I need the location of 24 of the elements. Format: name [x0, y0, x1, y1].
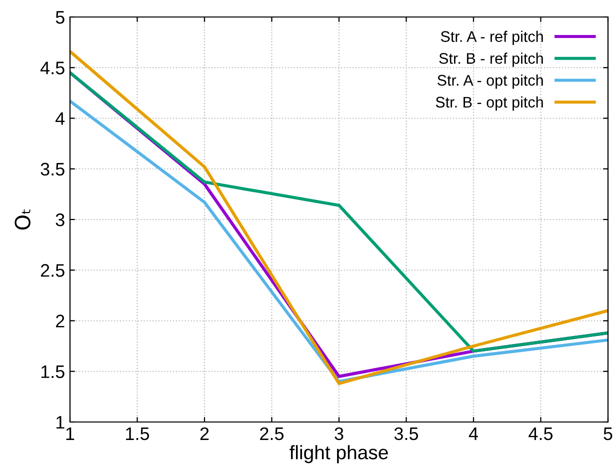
- x-tick-label: 2.5: [260, 427, 284, 440]
- x-axis-title: flight phase: [290, 445, 388, 464]
- x-tick-label: 3.5: [394, 427, 418, 440]
- x-tick-label: 2: [200, 427, 209, 440]
- legend-label: Str. A - opt pitch: [438, 74, 543, 89]
- y-tick-label: 2: [56, 314, 64, 328]
- y-tick-label: 4.5: [40, 62, 64, 74]
- x-tick-label: 1.5: [126, 428, 150, 440]
- y-tick-label: 1: [56, 416, 64, 429]
- x-tick-label: 4: [468, 428, 478, 440]
- y-axis-title: Oₜ: [14, 210, 30, 230]
- y-tick-label: 1.5: [41, 365, 64, 378]
- y-tick-label: 2.5: [40, 264, 64, 277]
- legend-label: Str. B - opt pitch: [436, 96, 543, 111]
- y-tick-label: 5: [56, 11, 64, 24]
- x-tick-label: 4.5: [528, 428, 553, 440]
- x-tick-label: 3: [334, 427, 344, 440]
- x-tick-label: 1: [66, 428, 74, 440]
- y-tick-label: 4: [56, 112, 65, 125]
- y-tick-label: 3.5: [40, 162, 64, 176]
- legend-label: Str. B - ref pitch: [439, 52, 543, 67]
- x-tick-label: 5: [604, 428, 612, 440]
- y-tick-label: 3: [56, 213, 64, 226]
- legend-label: Str. A - ref pitch: [440, 30, 543, 45]
